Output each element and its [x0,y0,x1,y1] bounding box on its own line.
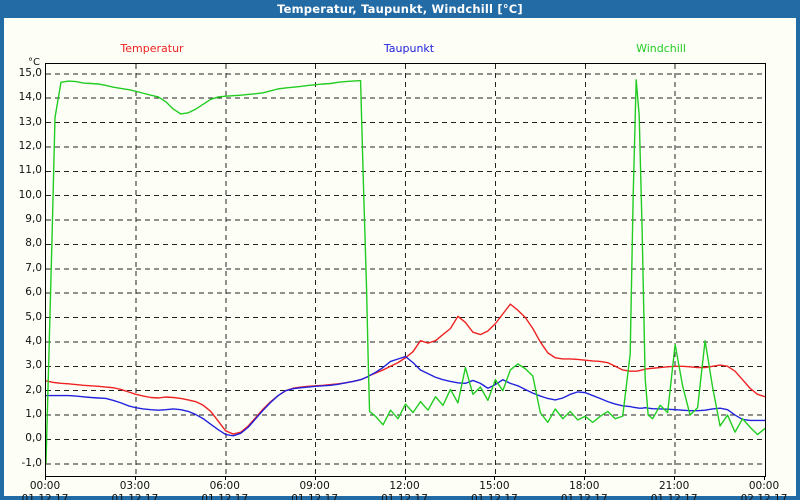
chart-canvas: Temperatur Taupunkt Windchill °C 15,0 14,… [4,18,796,500]
y-axis-tick: 14,0 [18,91,42,104]
x-axis-tick-mark [314,476,316,480]
x-axis-tick: 18:00 01.12.17 [561,480,608,500]
x-axis-tick-date: 01.12.17 [21,493,69,500]
x-axis-tick-date: 01.12.17 [650,493,698,500]
x-axis-tick-time: 09:00 [299,480,330,492]
window-title: Temperatur, Taupunkt, Windchill [°C] [277,2,523,16]
x-axis-tick-date: 01.12.17 [381,493,428,500]
y-axis-tick-labels: 15,0 14,0 13,0 12,0 11,0 10,0 9,0 8,0 7,0 6,0 5,0 4… [4,18,42,496]
x-axis-tick-time: 06:00 [209,480,240,492]
y-axis-tick: 15,0 [18,66,42,79]
x-axis-tick-date: 01.12.17 [470,493,518,500]
x-axis-tick-mark [224,476,226,480]
legend-label-windchill: Windchill [636,42,686,55]
y-axis-unit-label: °C [28,57,40,68]
x-axis-tick-mark [494,476,496,480]
x-axis-tick: 21:00 01.12.17 [651,480,698,500]
y-axis-tick: 9,0 [25,213,42,226]
x-axis-tick-time: 21:00 [658,480,690,492]
y-axis-tick: -1,0 [21,456,43,469]
plot-area [45,63,766,477]
x-axis-tick-date: 02.12.17 [740,493,788,500]
y-axis-tick: 11,0 [18,164,42,177]
legend-item-temperatur: Temperatur [120,42,183,55]
y-axis-tick: 12,0 [18,139,42,152]
y-axis-tick: 8,0 [25,237,42,250]
x-axis-tick-time: 00:00 [29,480,61,492]
y-axis-tick: 7,0 [25,261,42,274]
legend-item-taupunkt: Taupunkt [384,42,434,55]
y-axis-tick: 6,0 [25,286,42,299]
legend-label-temperatur: Temperatur [120,42,184,55]
plot-svg [46,64,765,476]
x-axis-tick-time: 12:00 [389,480,420,492]
x-axis-tick: 00:00 01.12.17 [22,480,69,500]
y-axis-tick: 13,0 [18,115,42,128]
legend-item-windchill: Windchill [636,42,686,55]
y-axis-tick: 10,0 [18,188,42,201]
x-axis-tick: 12:00 01.12.17 [381,480,428,500]
x-axis-tick-mark [134,476,136,480]
x-axis-tick-mark [674,476,676,480]
x-axis-tick-mark [45,476,46,480]
x-axis-tick-labels: 00:00 01.12.17 03:00 01.12.17 06:00 01.12.17 0… [4,18,796,500]
x-axis-tick-date: 01.12.17 [111,493,159,500]
legend-label-taupunkt: Taupunkt [383,42,435,55]
x-axis-tick: 06:00 01.12.17 [201,480,248,500]
x-axis-tick: 09:00 01.12.17 [291,480,338,500]
x-axis-tick-date: 01.12.17 [560,493,608,500]
x-axis-tick-date: 01.12.17 [291,493,339,500]
y-axis-tick: 3,0 [25,359,42,372]
y-axis-tick: 1,0 [25,408,42,421]
y-axis-tick: 2,0 [25,383,42,396]
x-axis-tick-mark [584,476,586,480]
x-axis-tick: 03:00 01.12.17 [111,480,158,500]
window-border-right [796,18,800,500]
x-axis-tick: 00:00 02.12.17 [741,480,788,500]
x-axis-tick-date: 01.12.17 [201,493,249,500]
y-axis-tick: 4,0 [25,334,42,347]
x-axis-tick-time: 00:00 [748,480,780,492]
y-axis-tick: 0,0 [25,432,42,445]
x-axis-tick-mark [764,476,765,480]
x-axis-tick-time: 18:00 [569,480,600,492]
y-axis-tick: 5,0 [25,310,42,323]
x-axis-tick-time: 15:00 [479,480,510,492]
x-axis-tick-mark [404,476,406,480]
x-axis-tick: 15:00 01.12.17 [471,480,518,500]
window-border-left [0,18,4,500]
x-axis-tick-time: 03:00 [119,480,151,492]
window-border-bottom [0,496,800,500]
window-title-bar: Temperatur, Taupunkt, Windchill [°C] [0,0,800,18]
